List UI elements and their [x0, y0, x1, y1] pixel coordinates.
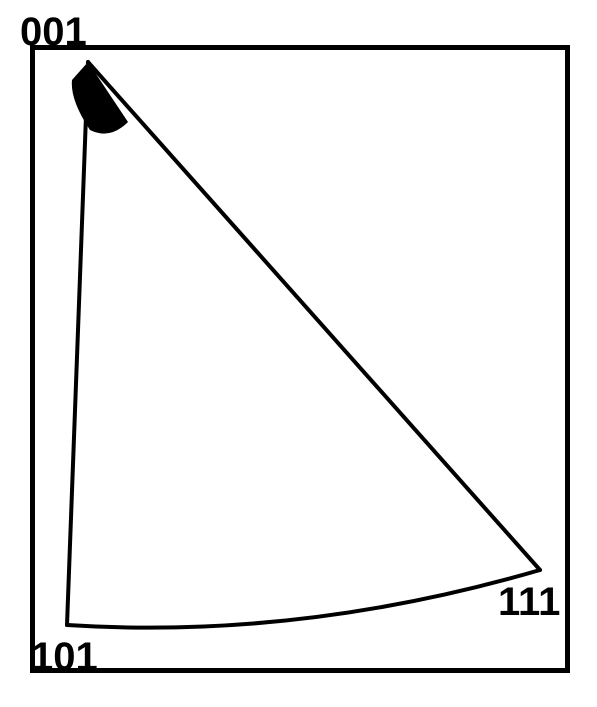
ipf-edge-101-111: [67, 570, 540, 628]
ipf-edge-001-101: [67, 62, 88, 625]
vertex-label-001: 001: [20, 10, 87, 55]
vertex-label-101: 101: [31, 635, 98, 680]
vertex-label-111: 111: [498, 580, 560, 625]
ipf-edge-001-111: [88, 62, 540, 570]
